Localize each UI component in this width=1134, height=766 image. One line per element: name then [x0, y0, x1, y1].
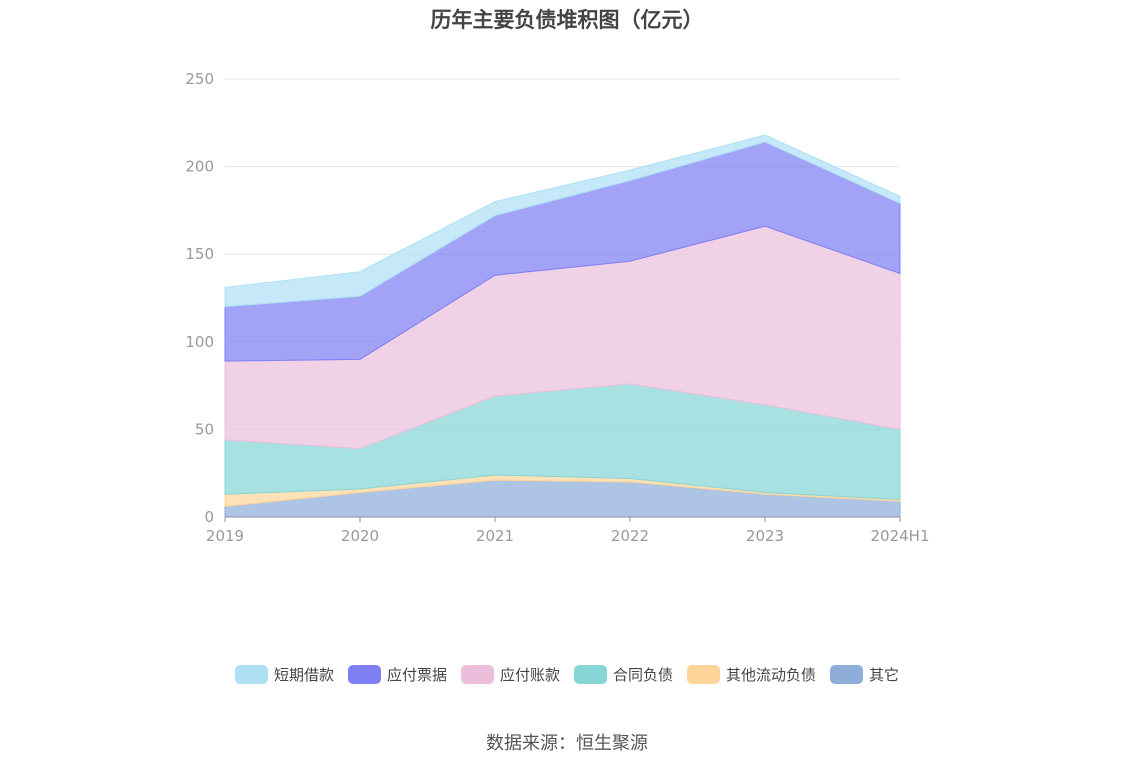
legend-label: 应付票据 [386, 666, 447, 684]
y-tick-label: 100 [185, 333, 214, 351]
data-source: 数据来源：恒生聚源 [486, 733, 648, 754]
x-tick-label: 2019 [206, 527, 244, 545]
legend-swatch [347, 665, 381, 684]
legend-item[interactable]: 其他流动负债 [687, 664, 816, 685]
chart-legend: 短期借款 应付票据 应付账款 合同负债 其他流动负债 其它 [0, 664, 1134, 685]
area-series [224, 134, 901, 308]
stacked-area-chart: 0 50 100 150 200 250 2019 2020 2021 2022 2023 2024H… [185, 70, 930, 545]
legend-swatch [687, 665, 721, 684]
legend-item[interactable]: 应付账款 [460, 664, 560, 685]
legend-swatch [574, 665, 607, 684]
legend-label: 其他流动负债 [726, 666, 817, 684]
y-tick-label: 200 [185, 158, 214, 176]
x-tick-label: 2021 [476, 527, 514, 545]
x-tick-label: 2022 [611, 527, 649, 545]
legend-swatch [830, 665, 864, 684]
legend-label: 短期借款 [273, 666, 334, 684]
y-tick-label: 150 [185, 245, 214, 263]
x-tick-label: 2023 [746, 527, 784, 545]
legend-label: 应付账款 [499, 666, 560, 684]
x-tick-label: 2024H1 [871, 527, 930, 545]
legend-item[interactable]: 应付票据 [347, 664, 447, 685]
y-tick-label: 50 [195, 420, 214, 438]
x-tick-label: 2020 [341, 527, 379, 545]
chart-title: 历年主要负债堆积图（亿元） [430, 8, 704, 32]
y-tick-label: 0 [204, 508, 214, 526]
legend-item[interactable]: 其它 [830, 664, 899, 685]
y-tick-label: 250 [185, 70, 214, 88]
legend-item[interactable]: 短期借款 [234, 664, 334, 685]
legend-swatch [234, 665, 268, 684]
legend-swatch [460, 665, 494, 684]
legend-label: 其它 [869, 666, 900, 684]
legend-item[interactable]: 合同负债 [574, 664, 673, 685]
legend-label: 合同负债 [613, 666, 674, 684]
